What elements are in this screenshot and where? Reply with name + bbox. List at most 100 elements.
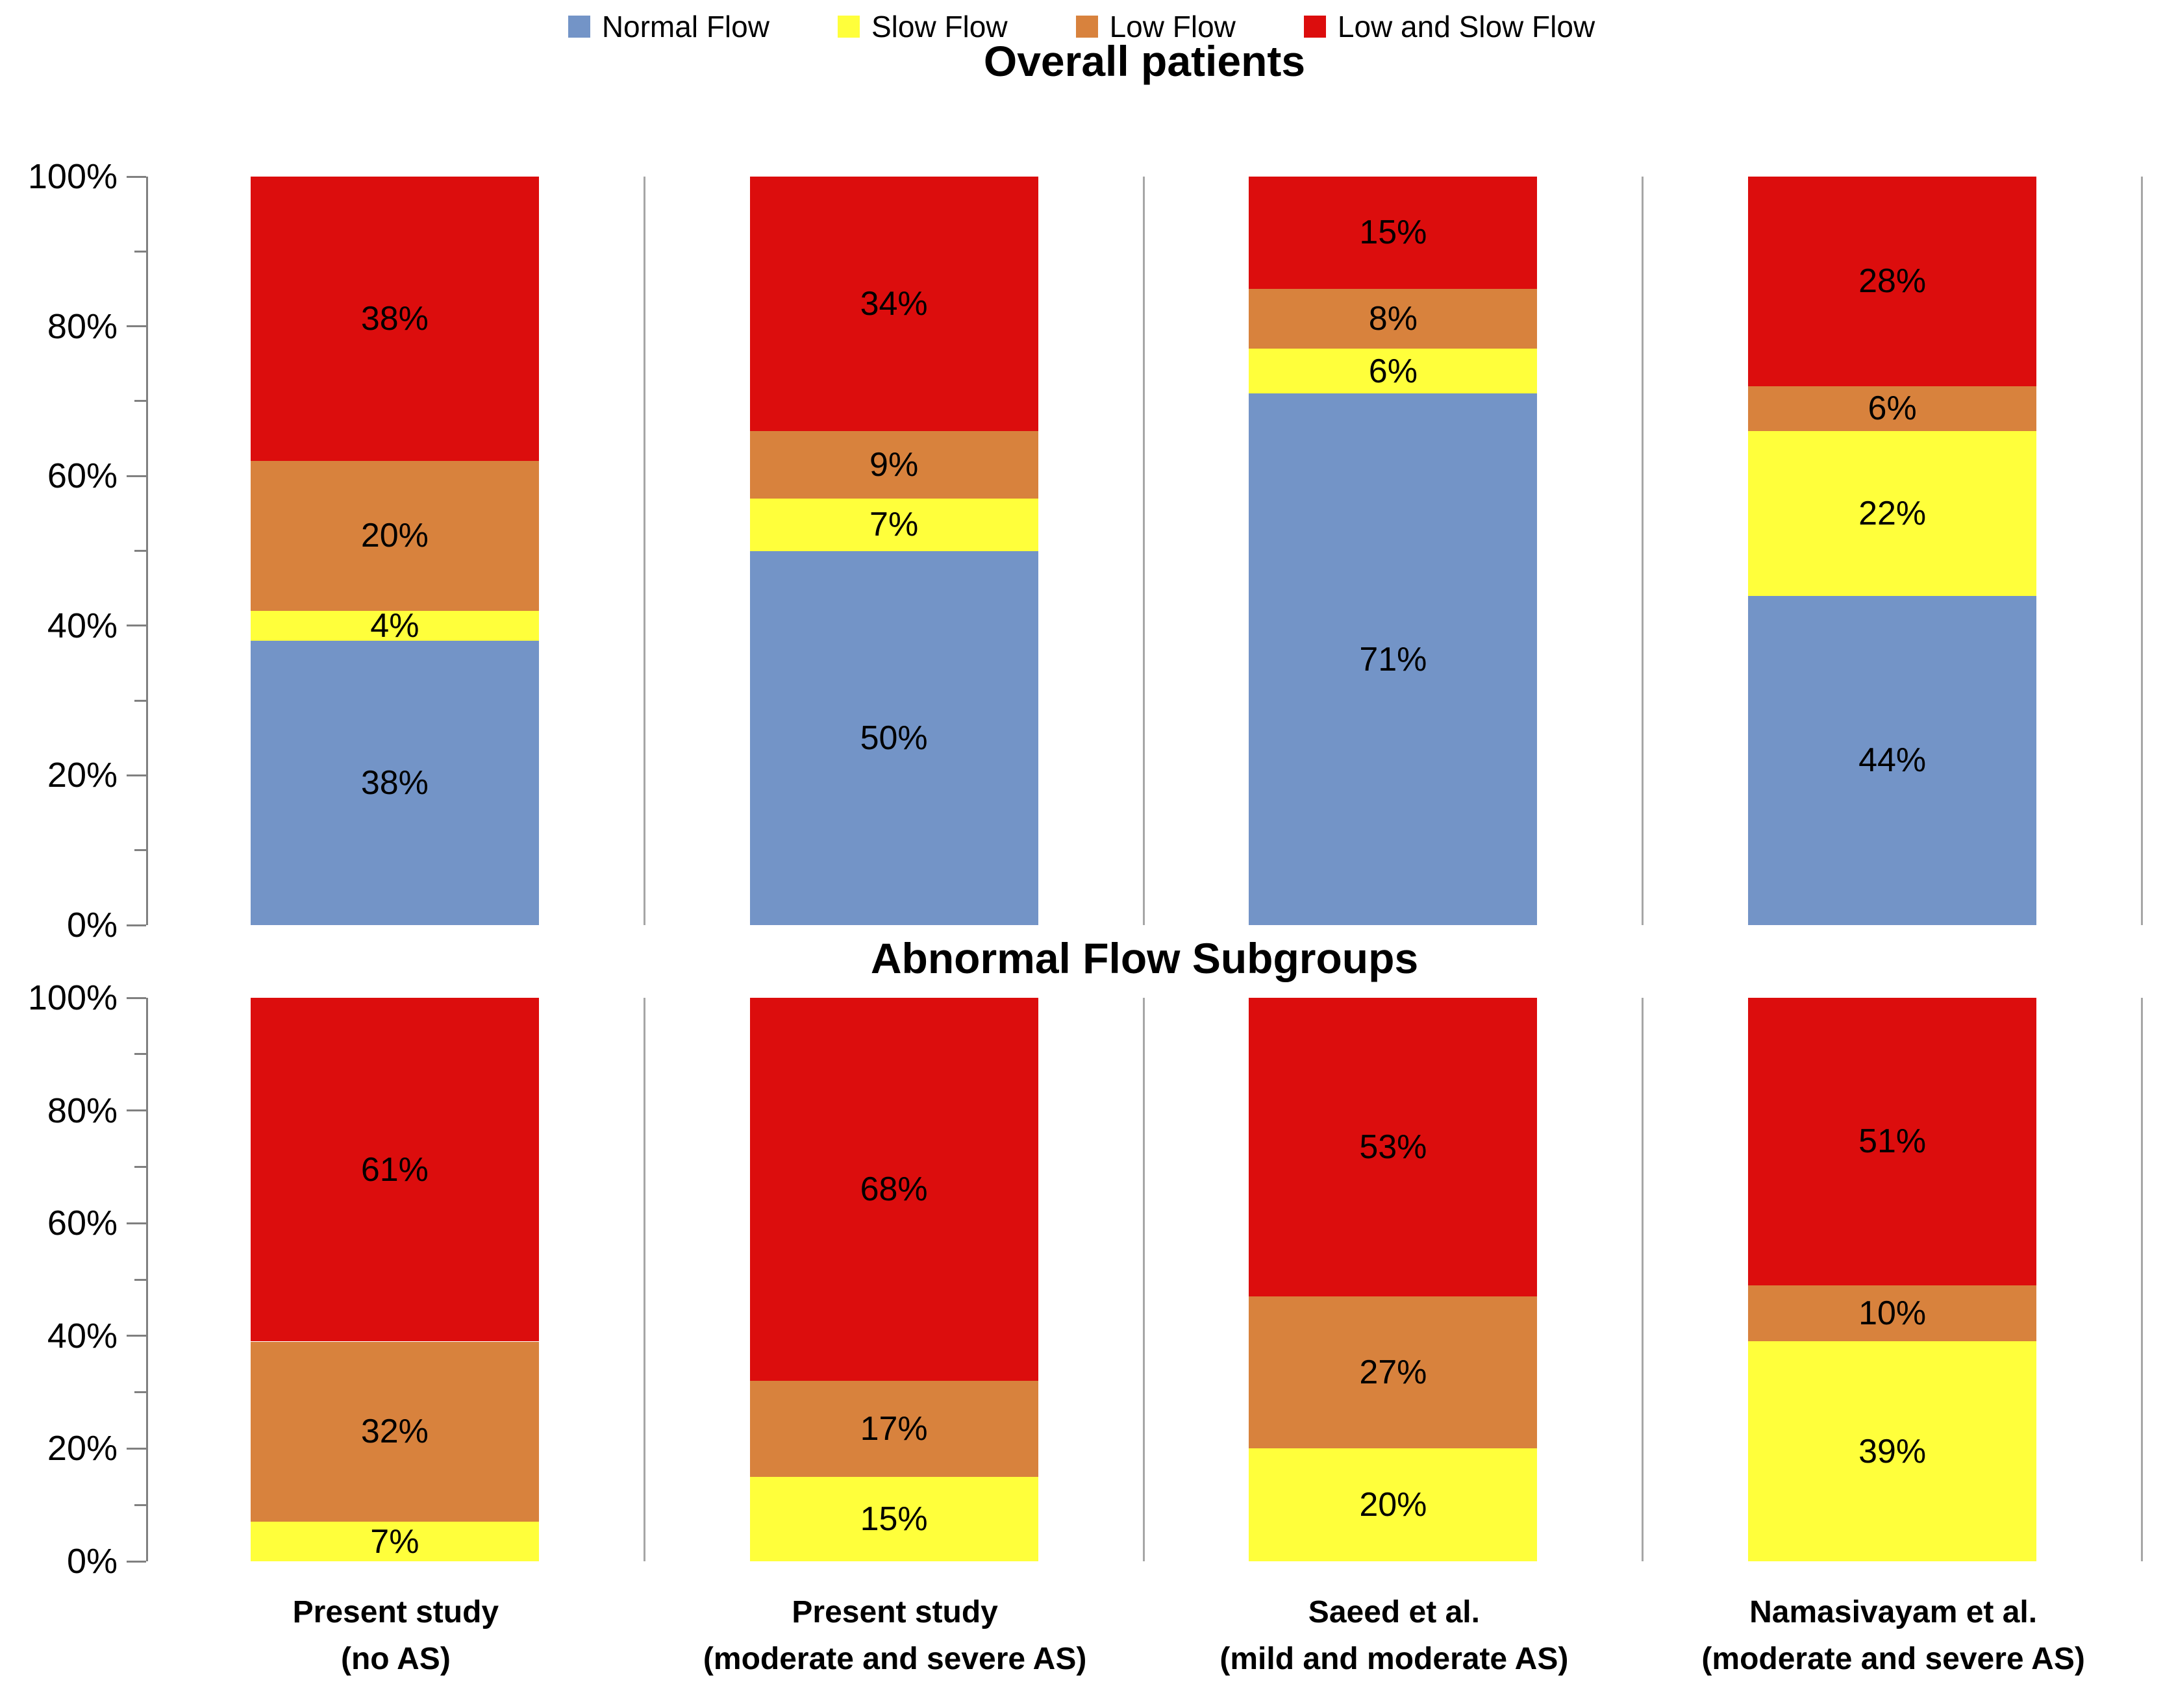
y-tick-label-100: 100% [27,157,118,196]
segment-low-and-slow-flow: 34% [749,177,1038,432]
y-tick-label-20: 20% [47,1429,118,1468]
segment-low-flow: 8% [1249,288,1538,349]
y-major-tick-40 [127,1335,146,1337]
category-label-4: Namasivayam et al. (moderate and severe A… [1644,1589,2143,1683]
segment-value-label: 50% [860,719,928,757]
stacked-bar-4: 39% 10% 51% [1748,998,2037,1561]
segment-value-label: 20% [1359,1486,1427,1524]
y-major-tick-0 [127,1560,146,1563]
category-label-line1: Saeed et al. [1308,1595,1480,1629]
stacked-bar-2: 15% 17% 68% [749,998,1038,1561]
y-tick-label-80: 80% [47,1091,118,1130]
y-tick-label-40: 40% [47,606,118,645]
stacked-bar-3: 71% 6% 8% 15% [1249,177,1538,925]
legend-label: Low and Slow Flow [1337,10,1595,43]
segment-value-label: 68% [860,1170,928,1209]
segment-value-label: 39% [1858,1432,1927,1470]
segment-value-label: 20% [360,517,429,555]
y-major-tick-0 [127,924,146,926]
segment-low-flow: 20% [250,461,539,611]
legend-label: Low Flow [1109,10,1236,43]
low-flow-swatch-icon [1075,16,1098,38]
segment-value-label: 4% [370,606,419,645]
segment-value-label: 10% [1858,1294,1927,1333]
segment-low-and-slow-flow: 61% [250,998,539,1342]
segment-low-flow: 27% [1249,1296,1538,1449]
y-tick-label-100: 100% [27,978,118,1017]
bar-column-2: 50% 7% 9% 34% [645,177,1145,925]
low-and-slow-flow-swatch-icon [1303,16,1326,38]
segment-low-flow: 32% [250,1341,539,1522]
overall-patients-plot: 0% 20% 40% 60% 80% 100% 38% 4% 20% 38% 50% 7% 9% 34% 7… [28,157,2143,945]
y-major-tick-40 [127,625,146,627]
y-axis-line [146,998,148,1561]
y-major-tick-100 [127,175,146,178]
y-minor-tick-30 [134,1391,146,1394]
segment-value-label: 7% [370,1522,419,1561]
segment-value-label: 27% [1359,1354,1427,1392]
segment-slow-flow: 39% [1748,1341,2037,1561]
segment-value-label: 38% [360,300,429,338]
y-minor-tick-70 [134,1165,146,1168]
segment-slow-flow: 7% [749,498,1038,551]
segment-low-and-slow-flow: 28% [1748,177,2037,386]
segment-low-flow: 10% [1748,1285,2037,1342]
segment-normal-flow: 44% [1748,595,2037,925]
y-minor-tick-50 [134,550,146,552]
segment-value-label: 34% [860,285,928,323]
normal-flow-swatch-icon [568,16,590,38]
segment-slow-flow: 7% [250,1522,539,1561]
bar-column-1: 38% 4% 20% 38% [146,177,645,925]
segment-value-label: 17% [860,1410,928,1448]
segment-value-label: 9% [869,445,919,484]
slow-flow-swatch-icon [837,16,860,38]
y-major-tick-20 [127,1447,146,1450]
category-label-2: Present study (moderate and severe AS) [645,1589,1145,1683]
category-label-line2: (moderate and severe AS) [703,1642,1087,1676]
segment-low-flow: 9% [749,431,1038,499]
legend-item-low-flow: Low Flow [1075,9,1236,44]
segment-value-label: 51% [1858,1122,1927,1161]
stacked-bar-4: 44% 22% 6% 28% [1748,177,2037,925]
y-major-tick-80 [127,1109,146,1112]
category-label-3: Saeed et al. (mild and moderate AS) [1145,1589,1644,1683]
y-minor-tick-10 [134,849,146,852]
legend: Normal Flow Slow Flow Low Flow Low and Slow… [0,9,2163,44]
category-label-line1: Present study [292,1595,499,1629]
category-label-line2: (mild and moderate AS) [1219,1642,1569,1676]
stacked-bar-1: 7% 32% 61% [250,998,539,1561]
segment-value-label: 15% [1359,214,1427,252]
segment-value-label: 6% [1368,352,1418,390]
segment-low-and-slow-flow: 38% [250,177,539,462]
segment-slow-flow: 4% [250,607,539,645]
y-tick-label-80: 80% [47,306,118,346]
y-tick-label-0: 0% [66,906,118,945]
segment-normal-flow: 71% [1249,393,1538,925]
y-major-tick-80 [127,325,146,328]
segment-value-label: 71% [1359,640,1427,678]
y-major-tick-100 [127,996,146,999]
legend-item-low-and-slow-flow: Low and Slow Flow [1303,9,1595,44]
y-tick-label-60: 60% [47,456,118,496]
segment-slow-flow: 22% [1748,431,2037,596]
segment-value-label: 7% [869,506,919,544]
category-label-line2: (moderate and severe AS) [1701,1642,2085,1676]
segment-value-label: 38% [360,763,429,802]
segment-value-label: 22% [1858,494,1927,532]
segment-low-and-slow-flow: 51% [1748,998,2037,1285]
y-minor-tick-10 [134,1504,146,1506]
segment-low-flow: 17% [749,1381,1038,1477]
y-minor-tick-90 [134,1053,146,1056]
segment-normal-flow: 50% [749,551,1038,925]
y-minor-tick-70 [134,400,146,402]
segment-slow-flow: 20% [1249,1448,1538,1561]
bar-column-2: 15% 17% 68% [645,998,1145,1561]
y-minor-tick-30 [134,699,146,702]
y-tick-label-60: 60% [47,1204,118,1243]
segment-normal-flow: 38% [250,640,539,925]
segment-value-label: 32% [360,1413,429,1451]
legend-label: Slow Flow [871,10,1008,43]
legend-label: Normal Flow [601,10,769,43]
category-label-1: Present study (no AS) [146,1589,645,1683]
abnormal-flow-subgroups-plot: 0% 20% 40% 60% 80% 100% 7% 32% 61% 15% 17% 68% 20% 27… [28,978,2143,1581]
